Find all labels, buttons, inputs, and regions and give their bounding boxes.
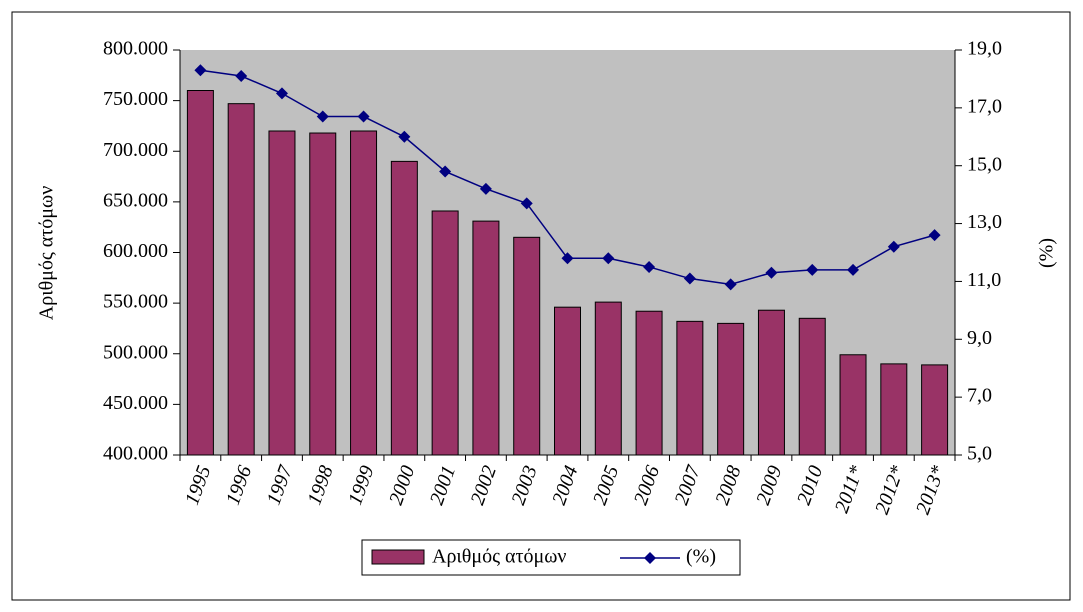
line-marker (806, 263, 819, 276)
y-tick-label: 550.000 (103, 291, 168, 313)
line-marker (765, 266, 778, 279)
y2-tick-label: 5,0 (967, 443, 992, 465)
line-marker (398, 130, 411, 143)
bar (309, 132, 337, 456)
y-tick-label: 600.000 (103, 240, 168, 262)
bar (839, 354, 867, 456)
line-marker (357, 110, 370, 123)
bar (431, 210, 459, 456)
bar (880, 363, 908, 456)
bar (513, 236, 541, 456)
legend-label: (%) (686, 546, 716, 568)
y-tick-label: 700.000 (103, 139, 168, 161)
legend-marker (644, 552, 656, 564)
y-tick-label: 450.000 (103, 392, 168, 414)
legend-label: Αριθμός ατόμων (432, 546, 566, 568)
y-tick-label: 500.000 (103, 341, 168, 363)
y2-tick-label: 17,0 (967, 95, 1002, 117)
line-marker (928, 229, 941, 242)
line-marker (887, 240, 900, 253)
line-marker (520, 197, 533, 210)
y2-axis-title: (%) (1036, 238, 1058, 268)
y2-tick-label: 19,0 (967, 38, 1002, 60)
line-marker (235, 70, 248, 83)
bar (268, 130, 296, 456)
legend-swatch (371, 549, 425, 565)
line-marker (683, 272, 696, 285)
bar (350, 130, 378, 456)
y2-tick-label: 9,0 (967, 327, 992, 349)
y-axis-title: Αριθμός ατόμων (36, 186, 58, 320)
line-marker (439, 165, 452, 178)
bar (227, 103, 255, 456)
bar (676, 320, 704, 456)
bar (186, 90, 214, 456)
bar (472, 220, 500, 456)
bar (554, 306, 581, 456)
y2-tick-label: 11,0 (967, 269, 1001, 291)
line-marker (275, 87, 288, 100)
bar (594, 301, 622, 456)
y-tick-label: 650.000 (103, 189, 168, 211)
line-marker (643, 260, 656, 273)
line-marker (479, 182, 492, 195)
y2-tick-label: 7,0 (967, 385, 992, 407)
line-marker (602, 252, 615, 265)
line-marker (847, 263, 860, 276)
y-tick-label: 750.000 (103, 88, 168, 110)
y-tick-label: 800.000 (103, 38, 168, 60)
bar (798, 317, 826, 456)
y2-tick-label: 15,0 (967, 153, 1002, 175)
bar (757, 309, 785, 456)
y-tick-label: 400.000 (103, 443, 168, 465)
line-marker (724, 278, 737, 291)
bar (717, 322, 745, 456)
bar (390, 160, 418, 456)
y2-tick-label: 13,0 (967, 211, 1002, 233)
bar (635, 310, 663, 456)
line-marker (316, 110, 329, 123)
line-marker (194, 64, 207, 77)
bar (921, 364, 949, 456)
line-marker (561, 252, 574, 265)
